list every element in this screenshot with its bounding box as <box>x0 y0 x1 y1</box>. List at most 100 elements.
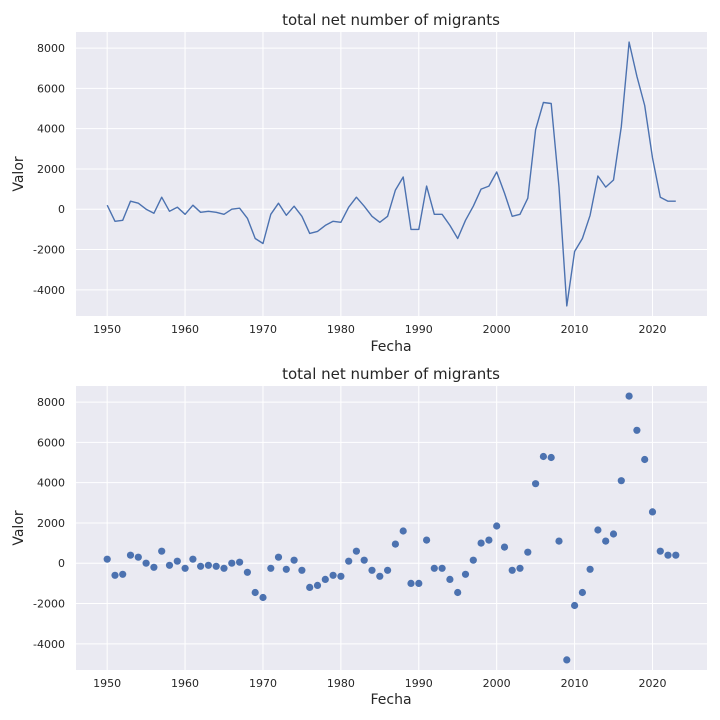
x-tick-label: 2010 <box>561 677 589 690</box>
data-point <box>150 563 158 571</box>
y-tick-label: 8000 <box>37 396 65 409</box>
x-tick-label: 1970 <box>249 323 277 336</box>
gridlines-top <box>76 32 707 316</box>
data-point <box>236 558 244 566</box>
data-point <box>313 581 322 590</box>
x-axis-label-bottom: Fecha <box>370 692 411 708</box>
x-tick-label: 1950 <box>93 677 121 690</box>
data-point <box>306 583 314 592</box>
data-point <box>656 547 664 555</box>
chart-line: total net number of migrants 1950 1960 197… <box>11 11 707 355</box>
data-point <box>586 565 594 573</box>
x-ticks-bottom: 1950 1960 1970 1980 1990 2000 2010 2020 <box>93 677 666 690</box>
series-scatter <box>103 392 680 664</box>
x-tick-label: 1970 <box>249 677 277 690</box>
y-tick-label: 0 <box>58 557 65 570</box>
data-point <box>648 508 657 516</box>
data-point <box>267 564 275 572</box>
chart-title-bottom: total net number of migrants <box>282 365 500 383</box>
data-point <box>391 540 399 548</box>
data-point <box>298 566 306 574</box>
data-point <box>430 564 438 572</box>
data-point <box>469 556 477 564</box>
data-point <box>578 588 587 597</box>
data-point <box>345 557 353 565</box>
data-point <box>376 572 384 580</box>
data-point <box>672 551 680 559</box>
y-ticks-top: -4000 -2000 0 2000 4000 6000 8000 <box>33 42 65 297</box>
data-point <box>516 564 524 572</box>
data-point <box>407 579 415 588</box>
chart-title-top: total net number of migrants <box>282 11 500 29</box>
x-axis-label-top: Fecha <box>370 339 411 355</box>
series-line <box>106 41 676 307</box>
x-tick-label: 2020 <box>638 677 666 690</box>
data-point <box>337 572 345 580</box>
data-point <box>158 547 166 555</box>
y-tick-label: 4000 <box>37 477 65 490</box>
y-tick-label: 8000 <box>37 42 65 55</box>
y-tick-label: 6000 <box>37 436 65 449</box>
data-point <box>360 556 368 564</box>
x-tick-label: 1980 <box>327 323 355 336</box>
x-tick-label: 1980 <box>327 677 355 690</box>
x-tick-label: 1990 <box>405 677 433 690</box>
x-tick-label: 1960 <box>171 677 199 690</box>
plot-area-top <box>76 32 707 316</box>
data-point <box>423 536 431 544</box>
data-point <box>103 555 111 563</box>
data-point <box>532 480 540 488</box>
chart-scatter: total net number of migrants 1950 1960 197… <box>11 365 707 708</box>
data-point <box>384 566 392 574</box>
y-tick-label: 6000 <box>37 82 65 95</box>
data-point <box>571 601 579 610</box>
data-point <box>446 575 454 584</box>
data-point <box>485 536 493 544</box>
data-point <box>609 530 618 538</box>
data-point <box>111 571 119 579</box>
data-point <box>625 392 633 400</box>
x-tick-label: 2020 <box>638 323 666 336</box>
data-point <box>508 566 516 574</box>
x-tick-label: 2010 <box>561 323 589 336</box>
x-tick-label: 2000 <box>483 677 511 690</box>
y-tick-label: 0 <box>58 203 65 216</box>
data-point <box>282 565 290 573</box>
data-point <box>134 553 142 561</box>
data-point <box>602 537 610 545</box>
data-point <box>641 455 649 464</box>
data-point <box>415 579 423 588</box>
y-tick-label: -4000 <box>33 284 65 297</box>
data-point <box>220 564 228 572</box>
data-point <box>368 566 376 574</box>
y-tick-label: 2000 <box>37 163 65 176</box>
data-point <box>329 571 337 579</box>
y-ticks-bottom: -4000 -2000 0 2000 4000 6000 8000 <box>33 396 65 651</box>
plot-area-bottom <box>76 386 707 670</box>
y-tick-label: -2000 <box>33 244 65 257</box>
data-point <box>189 555 197 563</box>
y-axis-label-bottom: Valor <box>11 510 27 546</box>
data-point <box>594 526 602 534</box>
x-tick-label: 1960 <box>171 323 199 336</box>
y-axis-label-top: Valor <box>11 156 27 192</box>
data-point <box>493 522 501 530</box>
data-point <box>251 588 259 597</box>
data-point <box>454 588 462 597</box>
data-point <box>181 564 189 572</box>
data-point <box>142 559 150 567</box>
gridlines-bottom <box>76 386 707 670</box>
x-tick-label: 1950 <box>93 323 121 336</box>
data-point <box>477 539 485 547</box>
data-point <box>165 561 174 569</box>
data-point <box>633 426 641 434</box>
data-point <box>539 452 548 461</box>
data-point <box>228 559 236 567</box>
data-point <box>197 562 205 570</box>
y-tick-label: 4000 <box>37 123 65 136</box>
data-point <box>321 575 329 584</box>
data-point <box>126 551 135 559</box>
data-point <box>290 556 298 564</box>
y-tick-label: -2000 <box>33 598 65 611</box>
series-line-path <box>106 41 676 307</box>
